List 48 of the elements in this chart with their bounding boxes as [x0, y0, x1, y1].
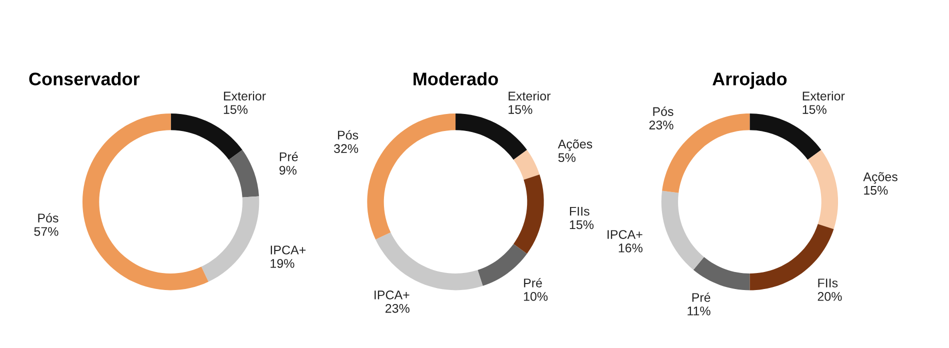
chart-title: Arrojado [712, 72, 787, 89]
data-label: 32% [334, 144, 358, 154]
data-label: 11% [688, 306, 710, 316]
slice-label: IPCA+ [608, 230, 642, 239]
slice-label: FIIs [818, 278, 838, 288]
data-label: 15% [570, 220, 594, 230]
slice-label: Pós [653, 106, 674, 116]
data-label: 15% [802, 105, 826, 114]
data-label: 16% [618, 244, 642, 252]
donut-slice [661, 190, 704, 270]
slice-label: Exterior [508, 91, 551, 100]
slice-label: FIIs [570, 206, 590, 216]
slice-label: IPCA+ [270, 246, 306, 254]
data-label: 57% [34, 227, 58, 236]
donut-slice [376, 232, 483, 290]
donut-slice [201, 196, 260, 282]
data-label: 15% [224, 105, 248, 114]
data-label: 15% [508, 105, 532, 114]
data-label: 5% [558, 153, 576, 162]
slice-label: Pós [38, 213, 58, 222]
donut-slice [456, 113, 527, 160]
slice-label: Exterior [224, 91, 266, 100]
data-label: 23% [649, 120, 674, 130]
data-label: 15% [864, 186, 888, 195]
data-label: 23% [386, 304, 410, 313]
donut-slice [750, 113, 822, 160]
data-label: 9% [279, 166, 297, 175]
donut-slice [808, 150, 838, 230]
slice-label: Ações [558, 139, 592, 152]
donut-slice [514, 150, 540, 180]
donut-slice [82, 113, 208, 290]
donut-slice [170, 113, 242, 160]
data-label: 20% [818, 292, 842, 301]
slice-label: Exterior [802, 91, 845, 100]
donut-slice [367, 113, 456, 240]
slice-label: IPCA+ [374, 290, 410, 300]
slice-label: Pós [338, 130, 358, 140]
donut-slice [228, 150, 259, 198]
donut-slice [693, 257, 750, 290]
chart-title: Conservador [29, 72, 140, 86]
donut-slice [514, 174, 544, 254]
slice-label: Pré [692, 292, 710, 302]
slice-label: Pré [524, 278, 542, 288]
slice-label: Pré [280, 152, 298, 162]
data-label: 19% [270, 259, 294, 268]
slice-label: Ações [863, 172, 898, 184]
chart-title: Moderado [414, 72, 498, 86]
data-label: 10% [524, 292, 548, 301]
